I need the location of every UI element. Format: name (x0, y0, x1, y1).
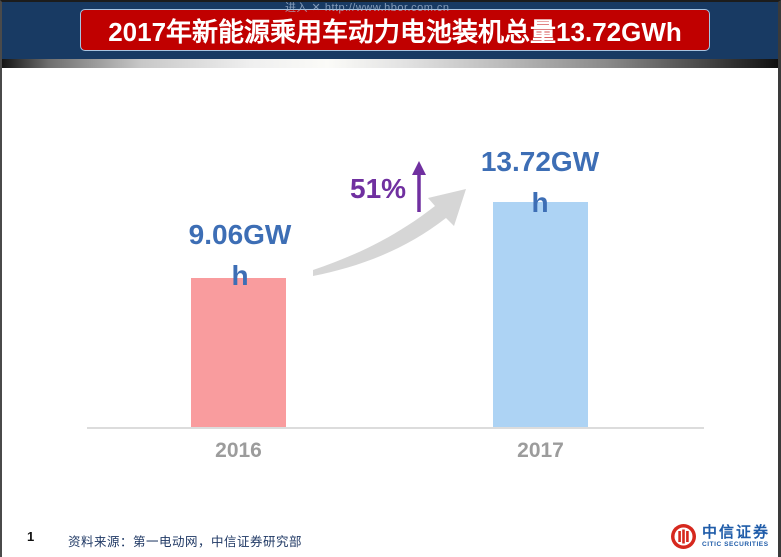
logo-text: 中信证券 CITIC SECURITIES (702, 525, 770, 549)
x-axis-line (87, 427, 704, 429)
x-tick-2016: 2016 (215, 439, 262, 462)
source-note: 资料来源：第一电动网，中信证券研究部 (68, 535, 303, 549)
growth-up-arrow-icon (412, 161, 426, 212)
watermark-text: 进入 ✕ http://www.hbor.com.cn (285, 2, 450, 14)
growth-label: 51% (350, 173, 407, 204)
slide-title-box: 2017年新能源乘用车动力电池装机总量13.72GWh (80, 9, 710, 51)
bar-chart: 9.06GW h 13.72GW h 51% 2016 2017 (2, 68, 778, 488)
logo-name-cn: 中信证券 (702, 523, 771, 541)
value-label-2017: 13.72GW h (480, 146, 600, 218)
value-label-2016: 9.06GW h (188, 219, 292, 291)
x-tick-2017: 2017 (517, 439, 564, 462)
title-banner: 进入 ✕ http://www.hbor.com.cn 2017年新能源乘用车动… (2, 2, 778, 59)
bar-2016 (191, 278, 286, 427)
page-number: 1 (27, 529, 35, 544)
citic-emblem-icon (671, 524, 696, 549)
bar-2017 (493, 202, 588, 427)
trend-arrow-icon (313, 189, 466, 276)
header-bevel (2, 59, 778, 68)
slide-title: 2017年新能源乘用车动力电池装机总量13.72GWh (108, 16, 682, 47)
logo-name-en: CITIC SECURITIES (702, 540, 769, 548)
citic-logo: 中信证券 CITIC SECURITIES (670, 523, 770, 550)
